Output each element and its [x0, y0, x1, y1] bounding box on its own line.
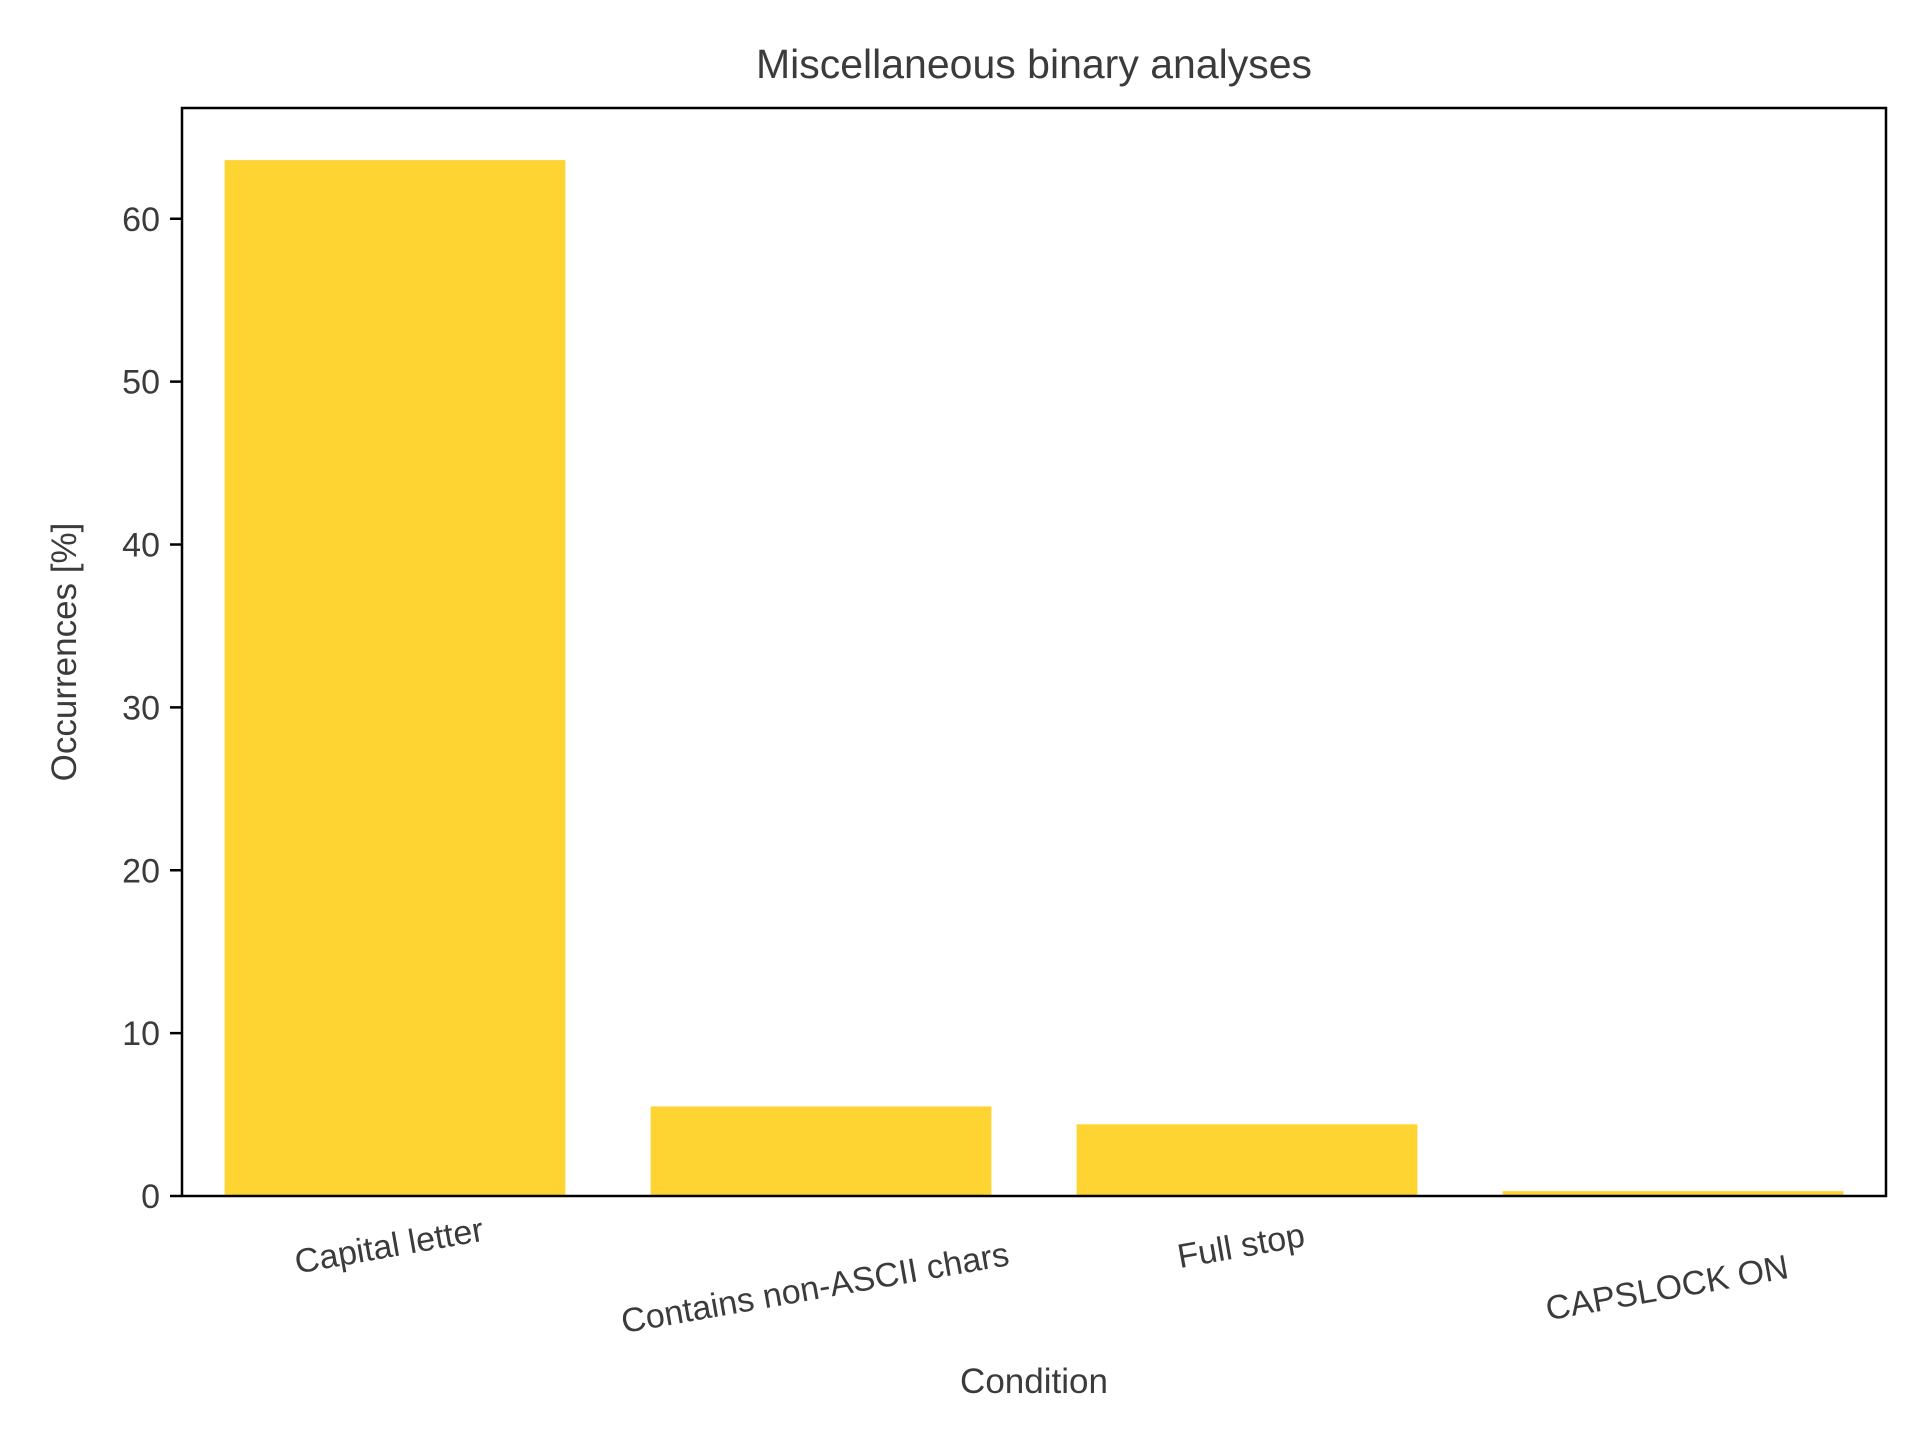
plot-frame	[180, 106, 1888, 1198]
y-tick-label: 30	[122, 689, 160, 727]
bars-group	[224, 160, 1844, 1197]
bar-3	[1502, 1191, 1844, 1196]
y-axis-ticks: 0 10 20 30 40 50 60	[122, 201, 182, 1216]
y-tick-label: 0	[141, 1178, 160, 1216]
bar-2	[1076, 1124, 1418, 1196]
y-tick-label: 20	[122, 852, 160, 890]
y-tick-label: 40	[122, 527, 160, 565]
y-tick-label: 50	[122, 364, 160, 402]
chart-title: Miscellaneous binary analyses	[756, 41, 1312, 87]
x-axis-label: Condition	[960, 1362, 1108, 1401]
y-axis-label: Occurrences [%]	[45, 523, 84, 782]
y-tick-label: 60	[122, 201, 160, 239]
bar-1	[650, 1106, 992, 1196]
y-tick-label: 10	[122, 1015, 160, 1053]
bar-0	[224, 160, 566, 1197]
